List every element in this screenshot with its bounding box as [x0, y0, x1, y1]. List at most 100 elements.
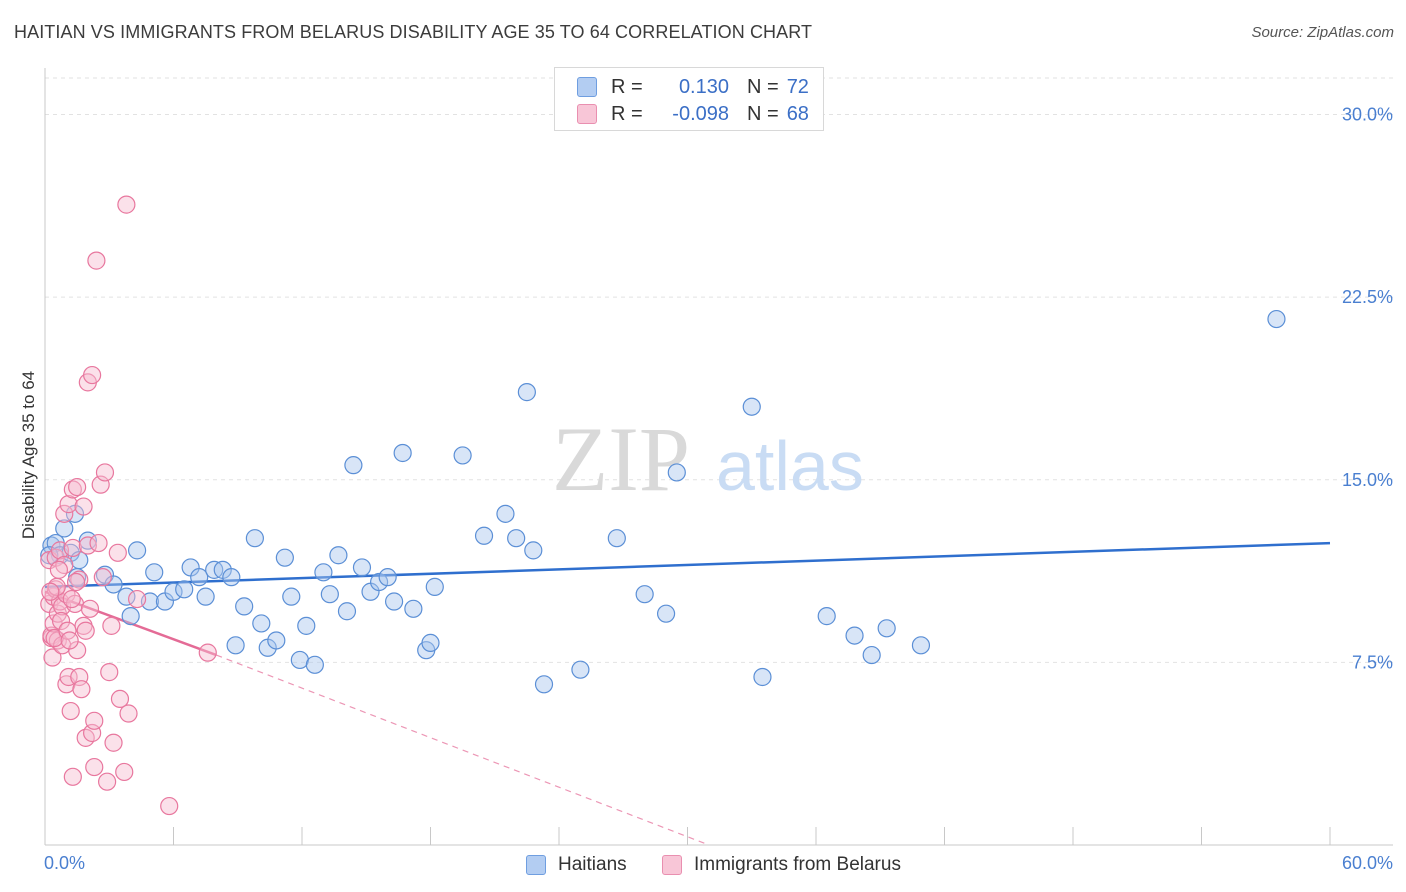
point-haitians: [282, 587, 301, 606]
x-tick-label-max: 60.0%: [1342, 853, 1393, 873]
point-belarus: [55, 504, 74, 523]
y-tick-label: 30.0%: [1342, 105, 1393, 125]
r-value: 0.130: [678, 75, 729, 98]
point-haitians: [742, 397, 761, 416]
point-haitians: [607, 529, 626, 548]
point-haitians: [534, 675, 554, 694]
point-belarus: [93, 568, 112, 587]
point-haitians: [175, 580, 194, 599]
point-belarus: [127, 589, 147, 609]
point-belarus: [83, 365, 102, 385]
point-belarus: [66, 572, 86, 592]
point-haitians: [817, 607, 836, 626]
point-belarus: [59, 495, 78, 514]
n-label: N =: [747, 75, 779, 98]
point-belarus: [51, 611, 71, 631]
point-haitians: [55, 519, 74, 538]
trend-line-belarus: [44, 590, 217, 657]
point-belarus: [62, 589, 81, 609]
watermark-atlas: atlas: [716, 427, 864, 505]
source-label: Source: ZipAtlas.com: [1251, 24, 1394, 41]
point-belarus: [59, 667, 78, 687]
y-tick-label: 22.5%: [1342, 287, 1393, 307]
point-belarus: [61, 701, 80, 721]
point-haitians: [911, 636, 931, 655]
point-haitians: [517, 383, 536, 402]
point-belarus: [43, 648, 62, 667]
point-belarus: [68, 641, 87, 660]
point-haitians: [226, 636, 245, 655]
point-belarus: [70, 570, 89, 589]
point-haitians: [453, 446, 472, 465]
point-haitians: [496, 504, 515, 523]
trend-layer: [44, 541, 1331, 846]
point-haitians: [252, 614, 271, 633]
y-tick-label: 15.0%: [1342, 470, 1393, 490]
point-belarus: [63, 538, 82, 558]
point-haitians: [393, 443, 412, 463]
watermark: ZIP atlas: [552, 408, 864, 510]
point-haitians: [384, 592, 404, 611]
point-belarus: [87, 251, 106, 270]
point-haitians: [571, 660, 590, 679]
point-haitians: [127, 541, 147, 560]
point-haitians: [656, 604, 676, 623]
n-value: 72: [786, 75, 809, 98]
point-haitians: [352, 558, 372, 577]
point-haitians: [320, 585, 339, 604]
belarus-legend-swatch: [662, 855, 682, 875]
point-haitians: [245, 529, 264, 548]
point-haitians: [196, 587, 215, 606]
point-belarus: [63, 767, 82, 786]
point-haitians: [862, 645, 881, 665]
point-haitians: [337, 602, 357, 621]
point-belarus: [198, 643, 217, 662]
point-haitians: [104, 575, 123, 594]
point-belarus: [100, 663, 119, 682]
point-belarus: [98, 772, 117, 791]
x-tick-label-min: 0.0%: [44, 853, 85, 873]
point-haitians: [117, 587, 136, 606]
legend-item-haitians: Haitians: [526, 852, 627, 878]
labels-layer: Disability Age 35 to 64 7.5% 15.0% 22.5% 30…: [19, 105, 1393, 873]
point-belarus: [160, 796, 179, 816]
trend-line-haitians: [44, 541, 1331, 589]
point-belarus: [104, 733, 123, 752]
y-tick-label: 7.5%: [1352, 652, 1393, 672]
point-belarus: [49, 560, 69, 579]
point-haitians: [290, 650, 309, 670]
point-haitians: [344, 456, 363, 475]
point-haitians: [267, 631, 286, 650]
point-belarus: [117, 195, 136, 214]
point-haitians: [378, 568, 397, 587]
n-value: 68: [786, 102, 809, 125]
legend-row-belarus: R = -0.098 N = 68: [577, 101, 809, 127]
point-haitians: [164, 582, 183, 601]
point-haitians: [190, 568, 209, 587]
legend-row-haitians: R = 0.130 N = 72: [577, 74, 809, 100]
point-belarus: [108, 543, 127, 562]
point-haitians: [667, 463, 686, 482]
point-belarus: [102, 616, 121, 635]
point-belarus: [89, 533, 108, 553]
points-layer: [40, 195, 1286, 816]
point-haitians: [235, 597, 254, 616]
point-belarus: [95, 463, 115, 482]
trend-line-belarus-extended: [216, 654, 710, 846]
belarus-legend-label: Immigrants from Belarus: [694, 854, 901, 875]
point-belarus: [68, 477, 87, 497]
n-label: N =: [747, 102, 779, 125]
r-label: R =: [611, 75, 643, 98]
point-belarus: [74, 497, 93, 516]
point-haitians: [425, 577, 444, 596]
point-haitians: [753, 667, 772, 687]
point-haitians: [314, 563, 333, 582]
point-haitians: [305, 655, 324, 674]
axes-layer: [44, 68, 1393, 846]
point-haitians: [404, 599, 423, 618]
point-haitians: [297, 616, 316, 635]
r-value: -0.098: [672, 102, 729, 125]
point-belarus: [119, 704, 138, 723]
point-belarus: [80, 599, 100, 618]
